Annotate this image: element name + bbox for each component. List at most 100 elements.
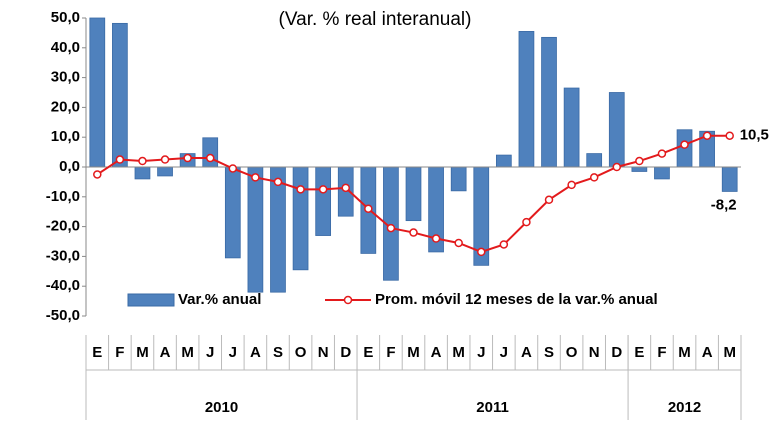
line-marker [702,131,712,140]
y-tick-label: -20,0 [46,218,80,235]
bar [157,166,173,177]
y-tick-label: 50,0 [51,9,80,26]
x-tick-label: M [136,344,149,361]
line-marker [386,223,396,233]
line-marker [544,195,554,205]
x-tick-label: J [477,344,485,361]
line-marker [364,204,373,213]
chart-title: (Var. % real interanual) [279,9,472,30]
bar [586,153,603,168]
line-marker [477,247,486,257]
line-marker [183,153,192,163]
line-marker [409,228,418,237]
line-marker [93,170,102,179]
bar [315,166,332,236]
y-tick-label: -10,0 [46,188,80,205]
bar [654,166,670,180]
line-marker [160,155,170,164]
line-marker [725,131,734,140]
bar [518,31,535,168]
x-tick-label: E [92,344,102,361]
x-tick-label: D [611,344,622,361]
bar [563,87,580,168]
x-tick-label: A [702,344,713,361]
line-marker [431,234,441,243]
line-marker [251,173,260,182]
group-label: 2012 [668,399,701,416]
x-tick-label: D [340,344,351,361]
x-tick-label: A [431,344,442,361]
bar [247,166,264,293]
bar [134,166,151,180]
x-tick-label: A [521,344,532,361]
group-label: 2010 [205,399,238,416]
x-tick-label: J [500,344,508,361]
bar [495,154,512,168]
y-tick-label: 10,0 [51,128,80,145]
bar [224,166,241,259]
bar [112,22,128,168]
bar [405,166,422,222]
legend-label: Prom. móvil 12 meses de la var.% anual [375,291,658,308]
line-marker [318,185,328,194]
x-tick-label: J [206,344,214,361]
x-tick-label: S [544,344,554,361]
bar [631,166,648,172]
line-marker [567,180,576,190]
bar [450,166,467,192]
bar [89,17,106,168]
line-marker [228,164,238,173]
x-tick-label: E [363,344,373,361]
x-tick-label: E [634,344,644,361]
line-marker [454,238,463,248]
group-label: 2011 [476,399,509,416]
y-tick-label: -40,0 [46,277,80,294]
x-tick-label: F [386,344,395,361]
bar [721,166,738,192]
x-tick-label: A [250,344,261,361]
x-tick-label: M [181,344,194,361]
x-tick-label: J [229,344,237,361]
line-marker [138,156,147,166]
line-marker [205,153,215,163]
line-marker [612,162,622,172]
x-tick-label: N [318,344,329,361]
line-marker [273,177,283,187]
y-tick-label: 0,0 [59,158,80,175]
line-marker [589,173,599,182]
y-tick-label: -50,0 [46,307,80,324]
bar [608,92,625,168]
x-tick-label: S [273,344,283,361]
bar [202,137,219,168]
legend-label: Var.% anual [178,291,261,308]
x-tick-label: O [566,344,578,361]
data-label: -8,2 [711,196,737,213]
line-marker [522,217,531,227]
line-marker [341,183,350,193]
line-marker [680,140,689,149]
y-tick-label: 20,0 [51,98,80,115]
y-tick-label: -30,0 [46,247,80,264]
x-tick-label: M [452,344,465,361]
x-tick-label: A [160,344,171,361]
line-marker [499,240,509,249]
bar [541,36,557,168]
bar [292,166,309,271]
data-label: 10,5 [740,127,769,144]
x-tick-label: O [295,344,307,361]
y-tick-label: 40,0 [51,39,80,56]
y-tick-label: 30,0 [51,69,80,86]
legend-swatch [127,293,175,307]
x-tick-label: F [657,344,666,361]
x-tick-label: M [723,344,736,361]
line-marker [635,156,644,166]
x-tick-label: M [407,344,420,361]
x-tick-label: N [589,344,600,361]
line-marker [296,185,305,194]
legend-marker [343,295,353,305]
line-marker [657,149,667,158]
x-tick-label: M [678,344,691,361]
x-tick-label: F [115,344,124,361]
